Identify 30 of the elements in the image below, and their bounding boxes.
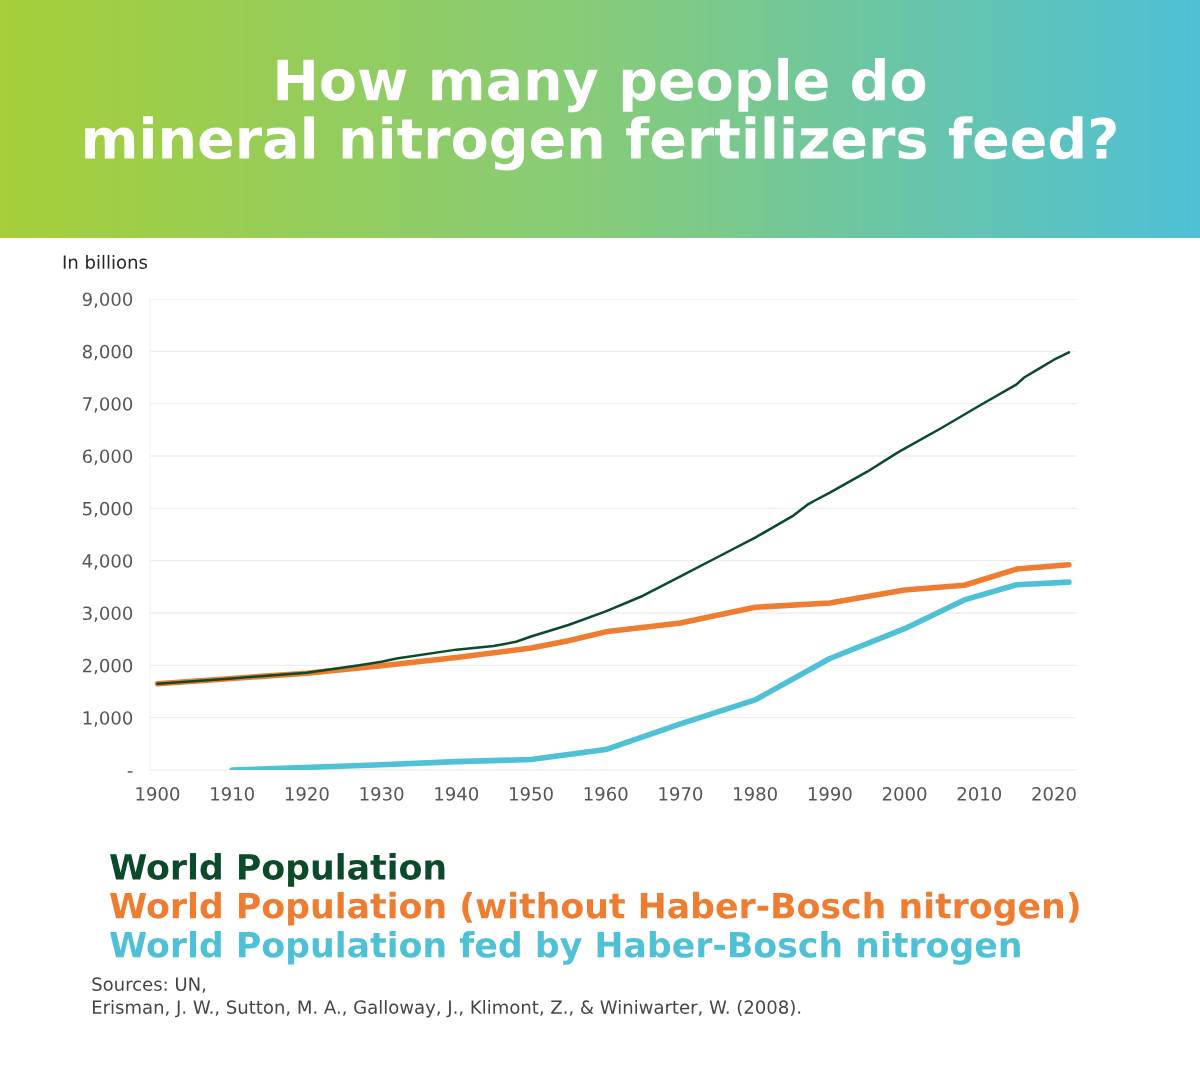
y-axis-title: In billions bbox=[63, 254, 148, 269]
text: World Population bbox=[110, 853, 445, 887]
line-series bbox=[156, 351, 1071, 685]
chart-title: How many people do mineral nitrogen fertilizers feed? bbox=[85, 57, 1116, 171]
x-tick-label: 1990 bbox=[808, 786, 852, 801]
x-tick-label: 1930 bbox=[360, 786, 404, 801]
y-tick-label: 6,000 bbox=[82, 449, 133, 465]
y-tick-label: 5,000 bbox=[83, 501, 133, 518]
y-tick-label: 4,000 bbox=[82, 554, 133, 570]
x-tick-label: 2010 bbox=[957, 786, 1002, 801]
text: World Population (without Haber-Bosch nitrogen) bbox=[110, 891, 1079, 926]
y-tick-label: 9,000 bbox=[82, 292, 133, 308]
x-tick-label: 1900 bbox=[136, 786, 180, 801]
y-tick-label: 3,000 bbox=[83, 606, 133, 622]
x-tick-label: 1960 bbox=[584, 786, 628, 801]
y-tick-label: 8,000 bbox=[82, 344, 133, 361]
y-tick-label: 7,000 bbox=[83, 397, 133, 413]
x-tick-label: 1950 bbox=[510, 786, 553, 801]
x-tick-label: 1920 bbox=[285, 786, 329, 801]
x-tick-label: 1910 bbox=[211, 786, 254, 801]
source-note: Sources: UN, Erisman, J. W., Sutton, M. A., Galloway, J., Klimont, Z., & Winiwarter, W. (2008). bbox=[92, 977, 801, 1018]
text: World Population fed by Haber-Bosch nitrogen bbox=[110, 930, 1020, 965]
x-tick-label: 1980 bbox=[734, 786, 777, 801]
x-tick-label: 2000 bbox=[882, 786, 927, 801]
y-tick-label: 1,000 bbox=[83, 711, 133, 727]
y-tick-label: 2,000 bbox=[82, 658, 133, 675]
y-tick-label: - bbox=[127, 771, 133, 773]
x-tick-label: 2020 bbox=[1032, 786, 1076, 801]
x-tick-label: 1970 bbox=[659, 786, 703, 801]
x-tick-label: 1940 bbox=[435, 786, 479, 801]
